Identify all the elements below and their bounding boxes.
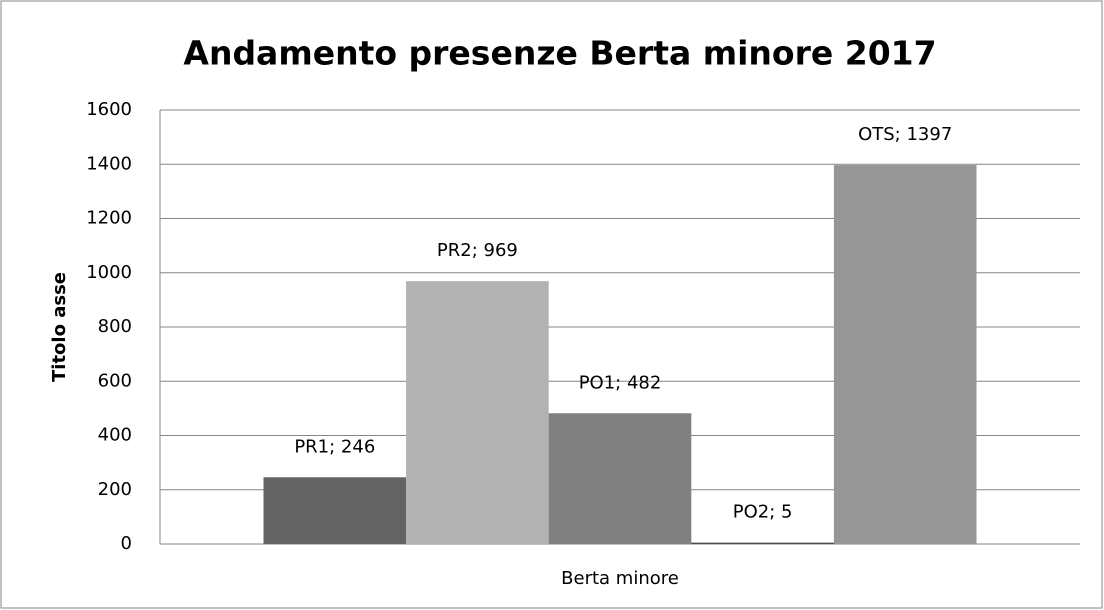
y-tick-label: 0 bbox=[121, 533, 132, 554]
bar bbox=[406, 281, 549, 544]
y-tick-label: 1000 bbox=[86, 262, 132, 283]
data-label: PR1; 246 bbox=[294, 436, 375, 457]
y-axis-title: Titolo asse bbox=[49, 272, 70, 382]
y-tick-label: 800 bbox=[98, 316, 132, 337]
bar bbox=[548, 413, 692, 544]
data-label: OTS; 1397 bbox=[858, 124, 952, 145]
data-label: PR2; 969 bbox=[437, 240, 518, 261]
data-label: PO1; 482 bbox=[579, 372, 662, 393]
y-tick-label: 1400 bbox=[86, 153, 132, 174]
x-tick-label: Berta minore bbox=[561, 568, 679, 589]
y-tick-label: 1600 bbox=[86, 99, 132, 120]
data-label: PO2; 5 bbox=[733, 502, 793, 523]
y-tick-label: 400 bbox=[98, 425, 132, 446]
bar bbox=[691, 542, 834, 544]
y-tick-label: 200 bbox=[98, 479, 132, 500]
chart-title: Andamento presenze Berta minore 2017 bbox=[183, 34, 936, 73]
y-tick-label: 1200 bbox=[86, 208, 132, 229]
y-tick-label: 600 bbox=[98, 370, 132, 391]
bar bbox=[833, 165, 977, 544]
bar bbox=[263, 477, 407, 544]
